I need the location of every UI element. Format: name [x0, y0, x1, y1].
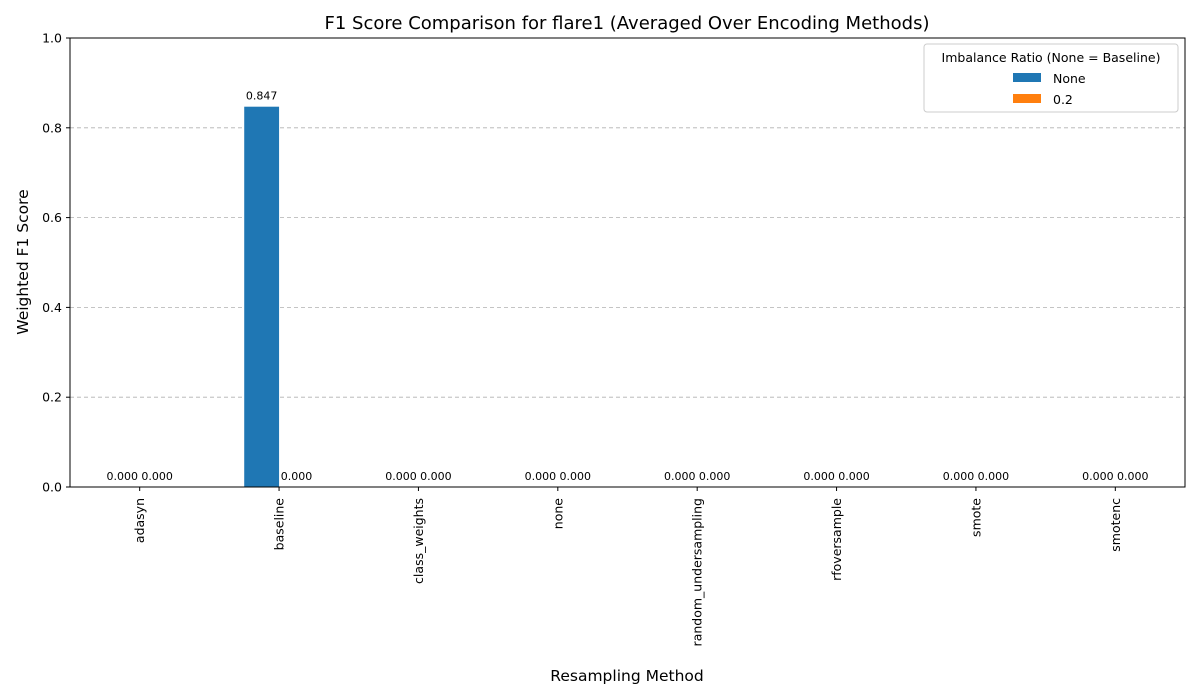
bar-label-adasyn-None: 0.000 [107, 470, 139, 483]
x-tick-label-none: none [550, 498, 565, 529]
legend-swatch-none [1013, 73, 1041, 82]
y-axis-label: Weighted F1 Score [14, 189, 32, 334]
y-axis-ticks: 0.0 0.2 0.4 0.6 0.8 1.0 [42, 31, 70, 495]
legend-label-none: None [1053, 71, 1086, 86]
bar-label-none-0.2: 0.000 [559, 470, 591, 483]
x-tick-label-smote: smote [968, 498, 983, 537]
y-tick-label-5: 1.0 [42, 31, 62, 46]
y-tick-label-4: 0.8 [42, 120, 62, 135]
bar-baseline-None [244, 106, 280, 488]
plot-area-frame [69, 37, 1186, 488]
bar-label-smote-None: 0.000 [943, 470, 975, 483]
bar-label-none-None: 0.000 [525, 470, 557, 483]
legend-swatch-0.2 [1013, 94, 1041, 103]
y-tick-label-2: 0.4 [42, 300, 62, 315]
x-tick-label-adasyn: adasyn [132, 498, 147, 543]
gridlines [70, 127, 1185, 398]
x-axis-label: Resampling Method [550, 667, 703, 685]
bar-label-baseline-0.2: 0.000 [281, 470, 313, 483]
bar-label-adasyn-0.2: 0.000 [141, 470, 173, 483]
x-tick-label-random_undersampling: random_undersampling [690, 498, 705, 646]
y-tick-label-1: 0.2 [42, 390, 62, 405]
bars [244, 106, 280, 488]
bar-label-class_weights-0.2: 0.000 [420, 470, 452, 483]
x-axis-ticks: adasyn baseline class_weights none random_un… [132, 487, 1123, 646]
bar-label-smotenc-None: 0.000 [1082, 470, 1114, 483]
legend-title: Imbalance Ratio (None = Baseline) [942, 50, 1161, 65]
bar-label-smotenc-0.2: 0.000 [1117, 470, 1149, 483]
x-tick-label-baseline: baseline [272, 498, 287, 551]
y-tick-label-0: 0.0 [42, 480, 62, 495]
bar-label-smote-0.2: 0.000 [978, 470, 1010, 483]
legend-label-0.2: 0.2 [1053, 92, 1073, 107]
bar-label-rfoversample-None: 0.000 [803, 470, 835, 483]
x-tick-label-smotenc: smotenc [1108, 498, 1123, 552]
bar-label-random_undersampling-0.2: 0.000 [699, 470, 731, 483]
x-tick-label-rfoversample: rfoversample [829, 498, 844, 581]
bar-label-baseline-None: 0.847 [246, 90, 278, 103]
bar-label-random_undersampling-None: 0.000 [664, 470, 696, 483]
legend-box [923, 43, 1179, 113]
chart-title: F1 Score Comparison for flare1 (Averaged… [325, 13, 930, 34]
x-tick-label-class_weights: class_weights [411, 498, 426, 584]
legend: Imbalance Ratio (None = Baseline) None 0… [923, 43, 1179, 113]
y-tick-label-3: 0.6 [42, 210, 62, 225]
bar-label-rfoversample-0.2: 0.000 [838, 470, 870, 483]
bar-label-class_weights-None: 0.000 [385, 470, 417, 483]
